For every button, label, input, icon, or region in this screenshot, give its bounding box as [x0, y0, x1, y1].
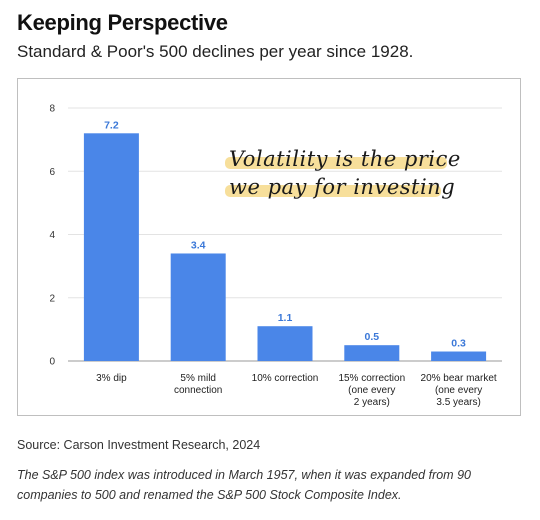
y-tick-label: 2: [49, 293, 55, 304]
bar-value-label: 7.2: [104, 119, 119, 131]
bar: [170, 253, 226, 361]
page-subtitle: Standard & Poor's 500 declines per year …: [17, 42, 414, 61]
annotation-line: Volatility is the price: [229, 147, 461, 171]
chart-frame: 0 2 4 6 8 7.2 3% dip 3.4 5% mild connection 1.1 10%…: [17, 78, 521, 416]
page-title: Keeping Perspective: [17, 10, 228, 35]
x-category-label: 20% bear market (one every 3.5 years): [421, 373, 497, 408]
bar-value-label: 1.1: [278, 312, 293, 324]
bar: [83, 133, 139, 361]
bar: [344, 345, 400, 361]
x-category-label: 10% correction: [252, 373, 319, 384]
y-tick-label: 6: [49, 167, 55, 178]
y-tick-label: 4: [49, 230, 55, 241]
bar-chart: 0 2 4 6 8 7.2 3% dip 3.4 5% mild connection 1.1 10%…: [49, 104, 502, 408]
y-tick-label: 0: [49, 357, 55, 368]
annotation: Volatility is the price we pay for invest…: [225, 147, 461, 199]
x-category-label: 5% mild connection: [174, 373, 222, 396]
bar-value-label: 0.3: [451, 338, 466, 350]
bar-value-label: 3.4: [191, 239, 206, 251]
annotation-line: we pay for investing: [229, 175, 455, 199]
bar-value-label: 0.5: [364, 331, 379, 343]
highlight-stroke: [225, 157, 447, 169]
source-note: Source: Carson Investment Research, 2024: [17, 438, 261, 452]
bar: [257, 326, 313, 361]
highlight-stroke: [225, 185, 441, 197]
footnote: The S&P 500 index was introduced in Marc…: [17, 468, 471, 502]
x-category-label: 15% correction (one every 2 years): [338, 373, 405, 408]
x-category-label: 3% dip: [96, 373, 127, 384]
bar: [431, 351, 487, 361]
y-tick-label: 8: [49, 104, 55, 115]
